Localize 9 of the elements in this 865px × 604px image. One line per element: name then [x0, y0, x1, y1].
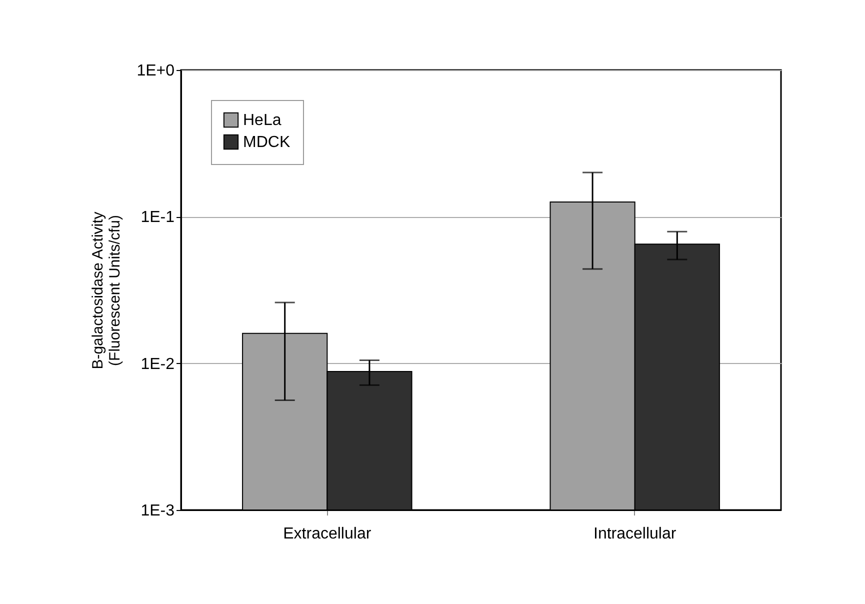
y-tick-label: 1E+0	[136, 62, 175, 80]
x-tick-label: Extracellular	[283, 526, 372, 542]
y-axis-title: B-galactosidase Activity (Fluorescent Units/cfu)	[90, 211, 124, 370]
y-tick-label: 1E-3	[140, 502, 175, 520]
y-tick-label: 1E-2	[140, 356, 175, 373]
legend-label: HeLa	[243, 112, 282, 129]
x-tick-label: Intracellular	[593, 526, 677, 542]
y-tick-label: 1E-1	[140, 209, 175, 226]
legend-label: MDCK	[243, 134, 290, 151]
